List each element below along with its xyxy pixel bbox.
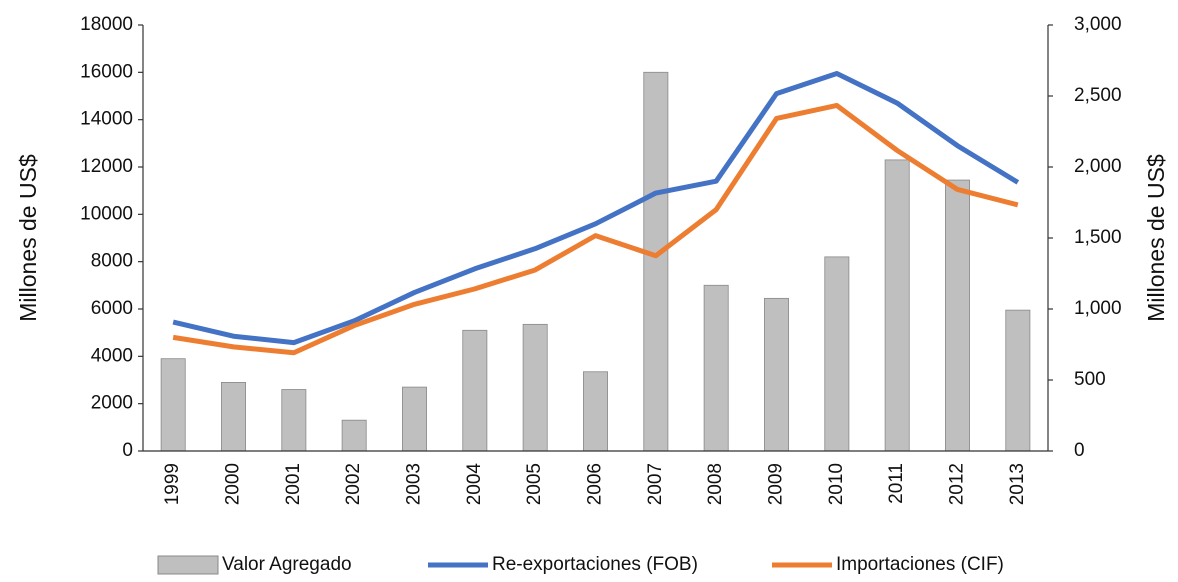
bar bbox=[221, 382, 246, 452]
y-tick-label: 4000 bbox=[91, 345, 133, 366]
x-tick-label: 2011 bbox=[886, 463, 907, 504]
x-tick-label: 2013 bbox=[1007, 463, 1028, 505]
bar bbox=[281, 389, 307, 452]
y2-tick-label: 2,500 bbox=[1074, 85, 1122, 106]
x-tick-label: 2003 bbox=[404, 463, 425, 505]
x-tick-label: 1999 bbox=[162, 463, 183, 505]
line bbox=[172, 71, 1020, 346]
y-tick-label: 16000 bbox=[80, 61, 133, 82]
x-tick-label: 2006 bbox=[585, 463, 606, 505]
bar bbox=[703, 284, 729, 452]
y-tick-label: 10000 bbox=[80, 203, 133, 224]
legend-label: Re-exportaciones (FOB) bbox=[492, 554, 698, 575]
x-tick-label: 2002 bbox=[343, 463, 364, 505]
bar bbox=[522, 323, 548, 452]
y2-tick-label: 1,500 bbox=[1074, 227, 1122, 248]
y2-tick-label: 3,000 bbox=[1074, 14, 1122, 35]
y2-tick-label: 2,000 bbox=[1074, 156, 1122, 177]
y-tick-label: 12000 bbox=[80, 156, 133, 177]
x-tick-label: 2005 bbox=[524, 463, 545, 505]
y2-tick-label: 0 bbox=[1074, 440, 1085, 461]
bar bbox=[884, 159, 910, 452]
bar bbox=[462, 329, 488, 452]
y-axis-label: Millones de US$ bbox=[15, 154, 41, 322]
y2-axis-label: Millones de US$ bbox=[1143, 154, 1169, 322]
x-tick-label: 2012 bbox=[947, 463, 968, 505]
x-tick-label: 2009 bbox=[766, 463, 787, 505]
line bbox=[172, 102, 1019, 356]
bar bbox=[824, 256, 850, 452]
bar bbox=[583, 371, 608, 452]
x-tick-label: 2010 bbox=[826, 463, 847, 505]
legend-label: Valor Agregado bbox=[222, 554, 352, 575]
bar bbox=[341, 419, 367, 452]
x-tick-label: 2004 bbox=[464, 463, 485, 506]
bar bbox=[945, 179, 970, 452]
x-tick-label: 2007 bbox=[645, 463, 666, 505]
y-tick-label: 6000 bbox=[91, 298, 133, 319]
y-tick-label: 14000 bbox=[80, 109, 133, 130]
x-tick-label: 2008 bbox=[705, 463, 726, 505]
y-tick-label: 8000 bbox=[91, 251, 133, 272]
legend-label: Importaciones (CIF) bbox=[836, 554, 1004, 575]
legend-swatch bbox=[157, 555, 219, 575]
y-tick-label: 0 bbox=[122, 440, 133, 461]
bar bbox=[402, 386, 427, 452]
bar bbox=[1005, 309, 1031, 452]
y2-tick-label: 1,000 bbox=[1074, 298, 1122, 319]
y-tick-label: 18000 bbox=[80, 14, 133, 35]
bar bbox=[160, 358, 186, 452]
bar bbox=[643, 71, 669, 452]
x-tick-label: 2000 bbox=[223, 463, 244, 505]
x-tick-label: 2001 bbox=[283, 463, 304, 505]
y-tick-label: 2000 bbox=[91, 393, 133, 414]
y2-tick-label: 500 bbox=[1074, 369, 1106, 390]
bar bbox=[764, 297, 789, 452]
